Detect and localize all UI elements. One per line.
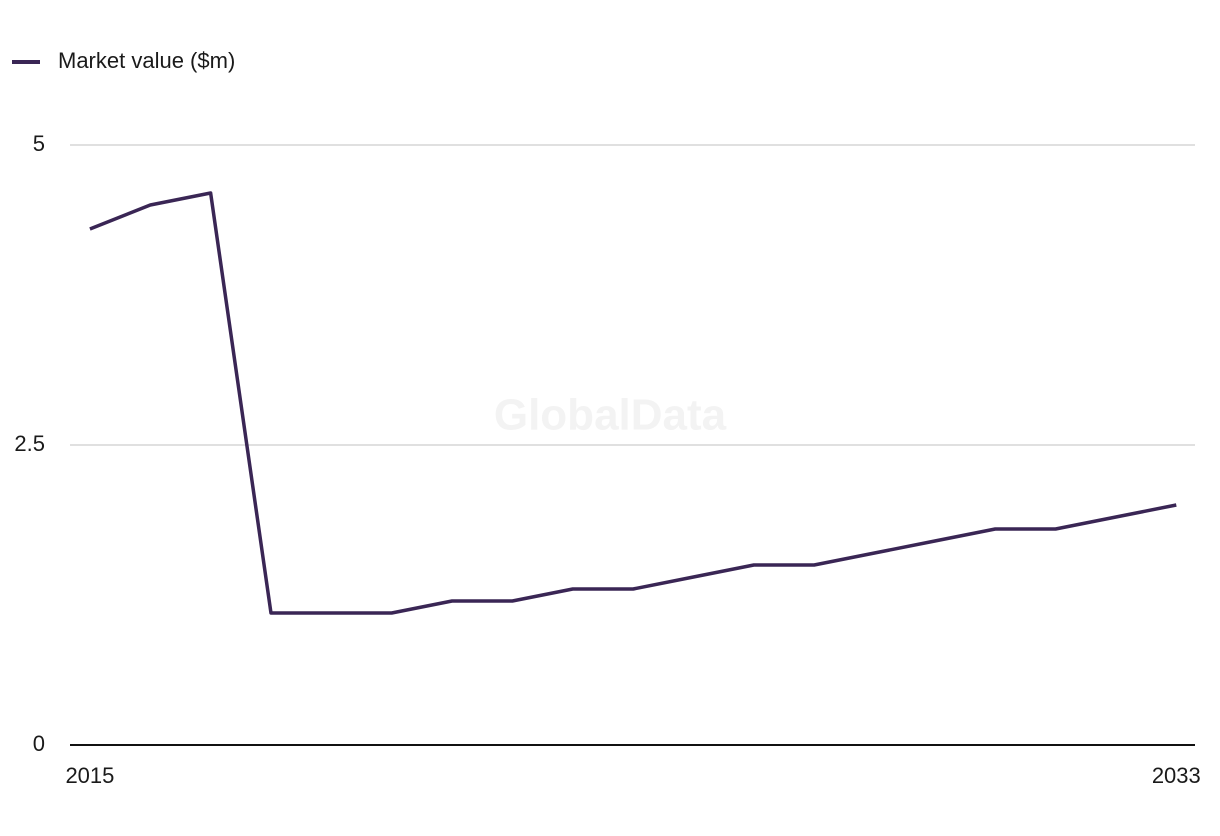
x-tick-label: 2033 (1152, 763, 1201, 788)
y-tick-label: 5 (33, 131, 45, 156)
x-tick-label: 2015 (65, 763, 114, 788)
y-tick-label: 0 (33, 731, 45, 756)
y-tick-label: 2.5 (14, 431, 45, 456)
line (89, 191, 1177, 615)
watermark: GlobalData (494, 391, 727, 440)
legend-label: Market value ($m) (58, 48, 235, 73)
